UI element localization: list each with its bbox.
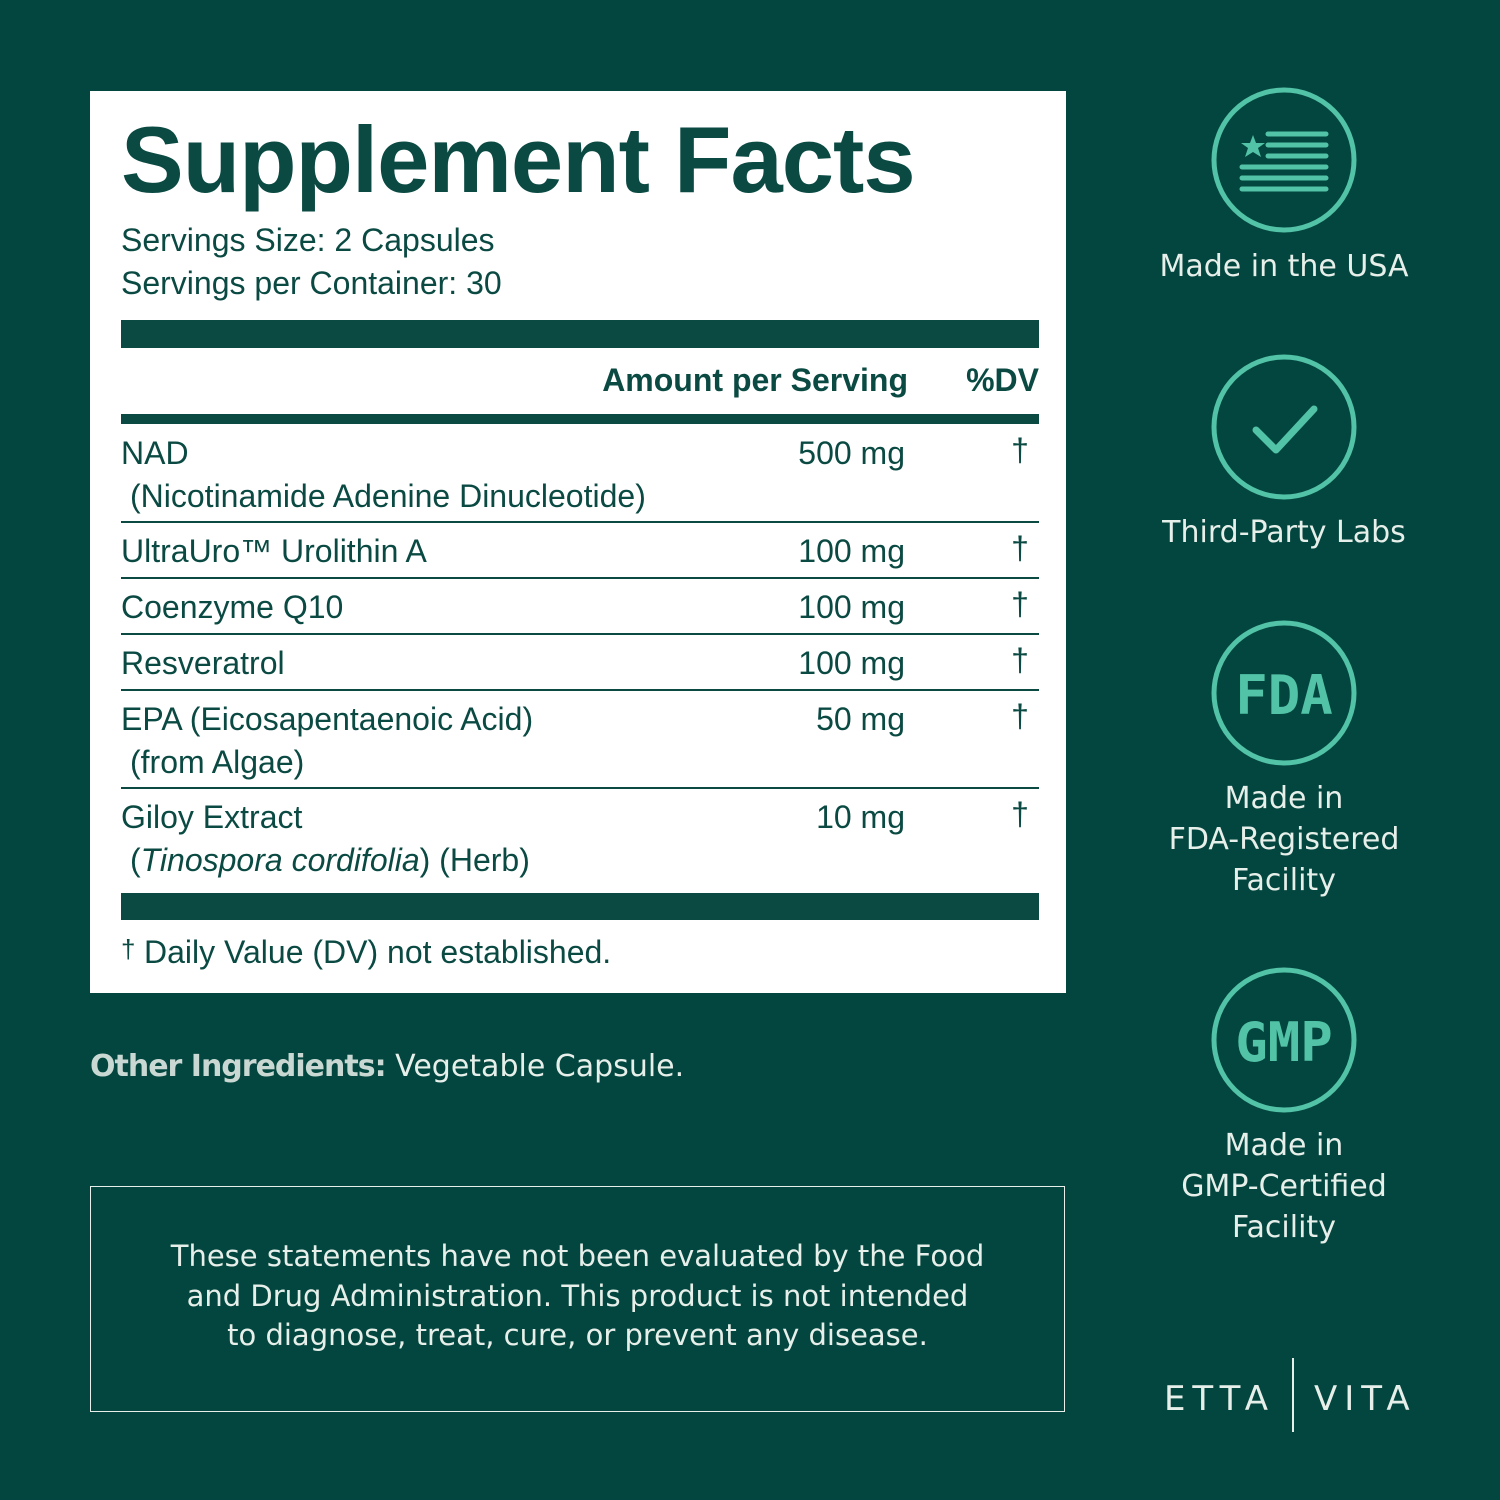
row-rule	[121, 689, 1039, 691]
star-icon	[1241, 135, 1265, 157]
ingredient-amount: 50 mg	[816, 701, 905, 737]
ingredient-amount: 100 mg	[798, 589, 905, 625]
ingredient-subtitle: (Nicotinamide Adenine Dinucleotide)	[130, 476, 646, 516]
brand-right: VITA	[1314, 1379, 1417, 1419]
subtitle-text: (from Algae)	[130, 744, 305, 780]
caption-line: Facility	[1232, 1210, 1336, 1245]
ingredient-name: UltraUro™ Urolithin A	[121, 533, 427, 569]
badge-circle	[1211, 87, 1357, 233]
ingredient-subtitle: (from Algae)	[130, 742, 304, 782]
ingredient-name: NAD	[121, 435, 189, 471]
fda-icon-text: FDA	[1235, 664, 1333, 727]
ingredient-dv: †	[1011, 432, 1029, 468]
caption-line: Made in	[1224, 1128, 1344, 1163]
caption-line: Facility	[1232, 863, 1336, 898]
ingredient-dv: †	[1011, 530, 1029, 566]
badge-caption: Made in GMP-Certified Facility	[1134, 1125, 1434, 1248]
caption-line: Made in the USA	[1159, 249, 1409, 284]
subtitle-text: (Nicotinamide Adenine Dinucleotide)	[130, 478, 646, 514]
other-ingredients-text: Vegetable Capsule.	[395, 1049, 685, 1084]
brand-left: ETTA	[1164, 1379, 1275, 1419]
caption-line: GMP-Certified	[1181, 1169, 1387, 1204]
badge-caption: Made in the USA	[1134, 246, 1434, 287]
ingredient-name: EPA (Eicosapentaenoic Acid)	[121, 701, 534, 737]
supplement-facts-panel: Supplement Facts Servings Size: 2 Capsul…	[90, 91, 1066, 993]
ingredient-dv: †	[1011, 586, 1029, 622]
flag-icon	[1239, 131, 1329, 192]
other-ingredients: Other Ingredients: Vegetable Capsule.	[90, 1047, 684, 1087]
divider-bar	[121, 320, 1039, 348]
row-rule	[121, 633, 1039, 635]
badge-circle	[1211, 354, 1357, 500]
subtitle-italic: Tinospora cordifolia	[140, 842, 420, 878]
disclaimer-line: to diagnose, treat, cure, or prevent any…	[227, 1318, 928, 1352]
ingredient-amount: 10 mg	[816, 799, 905, 835]
ingredient-amount: 100 mg	[798, 533, 905, 569]
row-rule	[121, 787, 1039, 789]
divider-bar	[121, 414, 1039, 424]
ingredient-name: Resveratrol	[121, 645, 285, 681]
caption-line: Third-Party Labs	[1162, 515, 1406, 550]
footnote-mark: †	[121, 934, 136, 964]
badge-caption: Third-Party Labs	[1134, 512, 1434, 553]
ingredient-dv: †	[1011, 796, 1029, 832]
servings-per-container: Servings per Container: 30	[121, 265, 502, 301]
ingredient-amount: 500 mg	[798, 435, 905, 471]
row-rule	[121, 577, 1039, 579]
caption-line: Made in	[1224, 781, 1344, 816]
footnote-text: Daily Value (DV) not established.	[144, 934, 612, 970]
disclaimer-line: and Drug Administration. This product is…	[186, 1278, 969, 1313]
gmp-icon-text: GMP	[1235, 1011, 1333, 1074]
disclaimer-line: These statements have not been evaluated…	[170, 1239, 985, 1273]
badge-circle	[1211, 967, 1357, 1113]
ingredient-name: Coenzyme Q10	[121, 589, 344, 625]
caption-line: FDA-Registered	[1168, 822, 1400, 857]
badge-caption: Made in FDA-Registered Facility	[1134, 778, 1434, 901]
ingredient-subtitle: (Tinospora cordifolia) (Herb)	[130, 840, 530, 880]
ingredient-amount: 100 mg	[798, 645, 905, 681]
check-icon	[1252, 405, 1318, 454]
ingredient-dv: †	[1011, 642, 1029, 678]
disclaimer-box: These statements have not been evaluated…	[90, 1186, 1065, 1412]
serving-size: Servings Size: 2 Capsules	[121, 222, 495, 258]
disclaimer: These statements have not been evaluated…	[91, 1237, 1064, 1356]
ingredient-dv: †	[1011, 698, 1029, 734]
subtitle-text: ) (Herb)	[419, 842, 530, 878]
subtitle-text: (	[130, 842, 141, 878]
dv-header: %DV	[966, 362, 1039, 398]
row-rule	[121, 521, 1039, 523]
divider-bar	[121, 893, 1039, 920]
other-ingredients-label: Other Ingredients:	[90, 1049, 387, 1084]
badge-circle	[1211, 620, 1357, 766]
amount-header: Amount per Serving	[602, 362, 908, 398]
panel-title: Supplement Facts	[121, 107, 916, 212]
ingredient-name: Giloy Extract	[121, 799, 303, 835]
